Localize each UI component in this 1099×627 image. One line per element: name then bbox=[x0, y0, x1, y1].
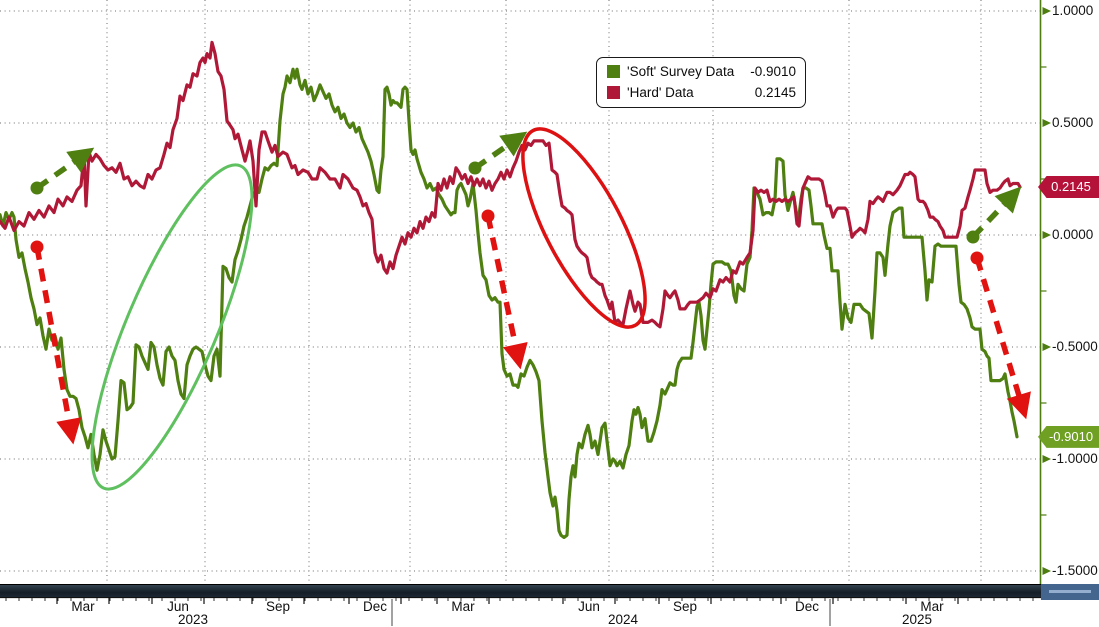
x-year-label: 2025 bbox=[901, 612, 933, 627]
legend-item-hard[interactable]: 'Hard' Data 0.2145 bbox=[607, 82, 796, 103]
x-month-label: Mar bbox=[920, 599, 944, 614]
y-tick-arrow-icon bbox=[1042, 119, 1051, 127]
legend-value-hard: 0.2145 bbox=[754, 85, 796, 100]
legend-item-soft[interactable]: 'Soft' Survey Data -0.9010 bbox=[607, 61, 796, 82]
y-tick-arrow-icon bbox=[1042, 567, 1051, 575]
green-up-arrow-2024 bbox=[473, 131, 528, 171]
red-down-arrow-2024-origin-dot bbox=[481, 209, 495, 223]
soft-series-swatch bbox=[607, 65, 620, 78]
legend-value-soft: -0.9010 bbox=[750, 64, 796, 79]
hard-series-line bbox=[0, 40, 1022, 329]
red-down-arrow-2024 bbox=[485, 215, 528, 370]
red-down-arrow-2025-origin-dot bbox=[970, 251, 984, 265]
legend-label-soft: 'Soft' Survey Data bbox=[627, 64, 735, 79]
y-axis-label: 1.0000 bbox=[1052, 3, 1094, 18]
time-range-end-cap[interactable] bbox=[1041, 584, 1099, 600]
y-axis-label: -1.5000 bbox=[1052, 563, 1098, 578]
hard-downturn-ellipse bbox=[521, 127, 647, 329]
soft-last-value-badge: -0.9010 bbox=[1038, 425, 1099, 448]
x-month-label: Dec bbox=[362, 599, 387, 614]
end-cap-glyph bbox=[1049, 590, 1091, 593]
y-axis-label: -1.0000 bbox=[1052, 451, 1098, 466]
y-axis-label: 0.0000 bbox=[1052, 227, 1094, 242]
y-tick-arrow-icon bbox=[1042, 455, 1051, 463]
x-month-label: Dec bbox=[794, 599, 819, 614]
x-month-label: Mar bbox=[451, 599, 475, 614]
x-year-label: 2023 bbox=[177, 612, 209, 627]
hard-series-swatch bbox=[607, 86, 620, 99]
red-down-arrow-2023 bbox=[34, 246, 82, 445]
x-month-label: Mar bbox=[71, 599, 95, 614]
y-axis-label: 0.5000 bbox=[1052, 115, 1094, 130]
time-range-slider[interactable] bbox=[0, 584, 1099, 597]
x-month-label: Sep bbox=[265, 599, 291, 614]
green-up-arrow-2023 bbox=[35, 147, 95, 191]
x-month-label: Sep bbox=[672, 599, 698, 614]
x-month-label: Jun bbox=[578, 599, 600, 614]
red-down-arrow-2023-origin-dot bbox=[30, 240, 44, 254]
green-up-arrow-2025-origin-dot bbox=[966, 230, 980, 244]
red-down-arrow-2025 bbox=[974, 257, 1031, 420]
soft-series-line bbox=[0, 67, 1019, 540]
soft-upswing-ellipse bbox=[90, 163, 254, 491]
x-month-label: Jun bbox=[167, 599, 189, 614]
green-up-arrow-2023-origin-dot bbox=[30, 181, 44, 195]
y-tick-arrow-icon bbox=[1042, 231, 1051, 239]
green-up-arrow-2024-origin-dot bbox=[468, 161, 482, 175]
legend-label-hard: 'Hard' Data bbox=[627, 85, 694, 100]
x-year-label: 2024 bbox=[607, 612, 639, 627]
y-tick-arrow-icon bbox=[1042, 343, 1051, 351]
legend[interactable]: 'Soft' Survey Data -0.9010 'Hard' Data 0… bbox=[596, 57, 806, 108]
y-axis-label: -0.5000 bbox=[1052, 339, 1098, 354]
green-up-arrow-2025 bbox=[971, 186, 1022, 239]
hard-last-value-badge: 0.2145 bbox=[1038, 175, 1099, 198]
y-tick-arrow-icon bbox=[1042, 7, 1051, 15]
